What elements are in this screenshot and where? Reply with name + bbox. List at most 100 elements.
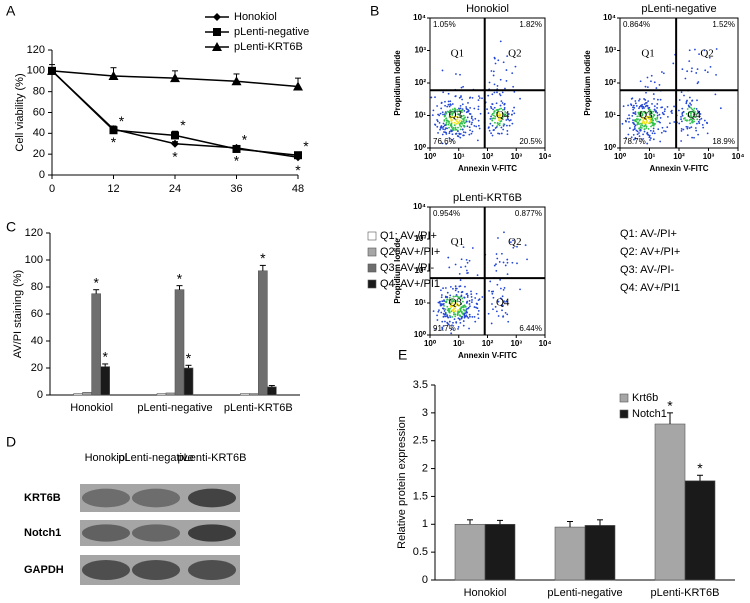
event-dot — [450, 104, 452, 106]
event-dot — [440, 101, 443, 104]
event-dot — [633, 138, 635, 141]
event-dot — [452, 309, 455, 312]
legend-label: Q3: AV-/PI- — [380, 262, 435, 274]
event-dot — [497, 300, 500, 303]
event-dot — [473, 107, 476, 110]
event-dot — [465, 107, 468, 110]
y-tick-label: 2 — [422, 462, 428, 474]
event-dot — [507, 113, 510, 115]
event-dot — [491, 134, 494, 137]
event-dot — [690, 107, 693, 110]
event-dot — [451, 300, 453, 303]
event-dot — [454, 302, 457, 305]
event-dot — [627, 104, 629, 107]
event-dot — [491, 303, 493, 305]
y-tick-label: 10³ — [414, 234, 426, 243]
event-dot — [688, 119, 691, 122]
event-dot — [461, 290, 464, 293]
event-dot — [496, 125, 499, 127]
event-dot — [452, 295, 455, 298]
y-axis-label: Propidium Iodide — [583, 50, 592, 116]
event-dot — [683, 94, 685, 97]
event-dot — [643, 107, 646, 109]
event-dot — [444, 128, 446, 131]
event-dot — [688, 49, 691, 52]
event-dot — [638, 99, 640, 102]
event-dot — [691, 136, 694, 139]
event-dot — [497, 111, 500, 114]
event-dot — [469, 305, 471, 308]
event-dot — [643, 98, 645, 100]
event-dot — [640, 138, 643, 140]
event-dot — [444, 104, 446, 107]
plot-title: pLenti-KRT6B — [453, 192, 522, 204]
event-dot — [465, 293, 468, 296]
point — [170, 73, 180, 83]
event-dot — [646, 142, 649, 145]
event-dot — [453, 121, 456, 124]
event-dot — [632, 119, 634, 122]
event-dot — [459, 104, 462, 107]
event-dot — [641, 124, 644, 127]
event-dot — [690, 110, 693, 113]
event-dot — [468, 303, 471, 305]
event-dot — [468, 112, 471, 115]
event-dot — [680, 118, 682, 121]
event-dot — [450, 116, 453, 119]
x-tick-label: 10¹ — [453, 152, 465, 161]
event-dot — [655, 87, 658, 89]
event-dot — [463, 313, 466, 315]
point — [294, 151, 302, 160]
event-dot — [444, 295, 447, 298]
event-dot — [449, 316, 452, 318]
event-dot — [499, 116, 502, 119]
event-dot — [687, 115, 690, 117]
event-dot — [680, 115, 682, 118]
event-dot — [454, 126, 457, 129]
event-dot — [512, 85, 515, 88]
event-dot — [473, 124, 476, 127]
event-dot — [638, 135, 641, 138]
event-dot — [669, 122, 671, 125]
panel-label: E — [398, 347, 407, 363]
event-dot — [503, 108, 506, 111]
event-dot — [626, 117, 629, 120]
event-dot — [659, 98, 662, 101]
event-dot — [639, 80, 642, 83]
event-dot — [491, 292, 494, 295]
point — [171, 131, 179, 140]
event-dot — [462, 85, 465, 88]
event-dot — [459, 318, 461, 321]
event-dot — [694, 116, 697, 119]
event-dot — [651, 112, 653, 115]
blot-band — [188, 524, 236, 542]
blot-band — [82, 560, 130, 580]
event-dot — [450, 328, 453, 331]
y-tick-label: 10² — [414, 266, 426, 275]
event-dot — [436, 125, 439, 128]
event-dot — [644, 105, 647, 108]
event-dot — [689, 111, 692, 113]
event-dot — [437, 310, 440, 313]
event-dot — [456, 113, 459, 116]
y-tick-label: 80 — [31, 281, 43, 293]
event-dot — [477, 105, 480, 108]
event-dot — [639, 112, 642, 115]
event-dot — [448, 314, 451, 317]
event-dot — [462, 304, 465, 307]
event-dot — [460, 125, 463, 128]
event-dot — [446, 296, 449, 298]
event-dot — [502, 61, 505, 64]
point — [171, 139, 179, 148]
event-dot — [497, 132, 499, 135]
x-tick-label: 0 — [49, 183, 55, 195]
event-dot — [681, 111, 684, 114]
event-dot — [509, 241, 512, 244]
event-dot — [511, 109, 514, 112]
y-tick-label: 10³ — [414, 46, 426, 55]
event-dot — [651, 103, 653, 105]
event-dot — [434, 96, 436, 99]
event-dot — [680, 91, 683, 94]
event-dot — [695, 129, 698, 132]
